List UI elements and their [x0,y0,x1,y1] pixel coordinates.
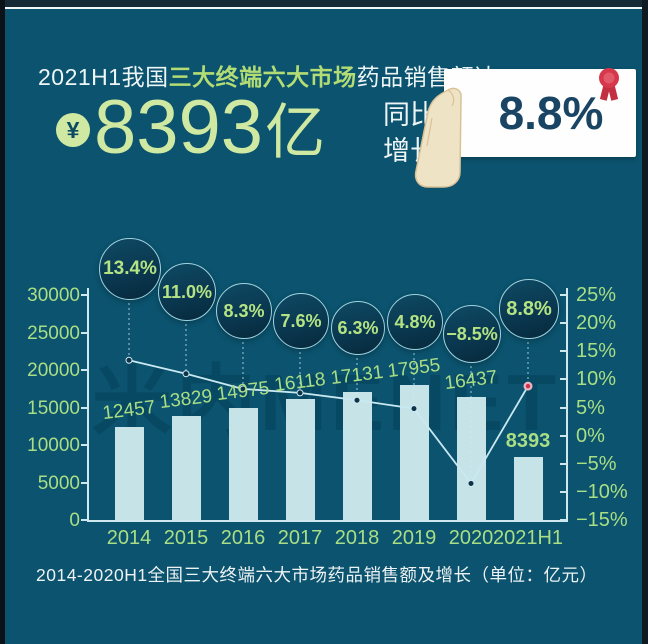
growth-bubble-2014: 13.4% [99,238,161,300]
growth-bubble-2016: 8.3% [216,283,272,339]
growth-bubble-2018: 6.3% [331,301,385,355]
bar-2021H1 [513,457,543,521]
left-axis-tick-label: 15000 [27,397,80,419]
hand-icon [414,87,462,188]
growth-value: 8.8% [498,87,604,139]
top-edge [0,0,648,7]
right-axis-tick-label: −5% [576,452,617,475]
left-axis-tick [81,331,87,334]
left-axis-tick [81,294,87,296]
right-axis-tick [560,434,566,437]
left-axis-tick-label: 0 [69,510,80,531]
left-axis-tick-label: 20000 [27,360,80,381]
bar-2016 [228,407,258,521]
line-marker [353,396,361,404]
x-axis-label-2016: 2016 [220,527,266,549]
left-axis-tick-label: 10000 [27,435,80,456]
right-axis-tick-label: 5% [576,396,605,419]
right-axis-tick-label: −15% [576,509,628,531]
total-amount: 8393 亿 [94,88,325,173]
right-axis-tick [560,519,566,521]
bar-2014 [114,426,144,521]
x-axis-label-2020: 2020 [448,527,494,549]
x-axis-label-2017: 2017 [277,527,323,549]
left-axis-tick [81,369,87,371]
bar-value-label-2021H1: 8393 [505,430,551,453]
right-axis-line [566,288,568,522]
right-axis-tick-label: 25% [576,284,617,306]
right-axis-tick [560,322,566,325]
line-marker-highlight-core [525,383,531,389]
right-axis-tick [560,490,566,493]
left-axis-tick-label: 25000 [27,322,80,344]
line-marker [410,405,418,413]
yuan-coin-icon: ¥ [56,113,90,147]
right-axis-tick [560,294,566,296]
left-axis-line [87,288,89,522]
line-marker [125,356,133,364]
left-axis-tick [81,481,87,484]
chart-caption: 2014-2020H1全国三大终端六大市场药品销售额及增长（单位：亿元） [36,565,598,585]
growth-bubble-2017: 7.6% [273,293,329,349]
right-axis-tick [560,378,566,381]
title-prefix: 2021H1我国 [38,64,169,90]
amount-unit: 亿 [265,99,326,166]
left-edge [0,0,5,644]
right-axis-tick-label: 0% [576,424,605,447]
bar-2017 [285,399,315,521]
line-marker [182,370,190,378]
bar-2018 [342,391,372,521]
right-edge [642,0,648,644]
growth-bubble-2015: 11.0% [158,263,216,321]
x-axis-label-2019: 2019 [391,527,437,549]
left-axis-tick-label: 30000 [27,285,80,306]
x-axis-label-2014: 2014 [106,527,152,549]
growth-bubble-2021H1: 8.8% [499,279,559,339]
right-axis-tick-label: 15% [576,340,617,363]
x-axis-label-2018: 2018 [334,527,380,549]
line-marker [467,479,475,487]
x-axis-label-2021H1: 2021H1 [492,527,564,549]
growth-bubble-2019: 4.8% [387,294,443,350]
left-axis-tick [81,406,87,409]
bar-2015 [171,416,201,521]
x-axis-label-2015: 2015 [163,527,209,549]
top-white-line [5,7,642,9]
title-highlight: 三大终端六大市场 [168,64,357,90]
left-axis-tick-label: 5000 [37,472,80,494]
amount-value: 8393 [94,85,264,170]
left-axis-tick [81,519,87,521]
right-axis-tick-label: −10% [576,480,628,503]
right-axis-tick-label: 20% [576,312,617,335]
growth-bubble-2020: −8.5% [443,305,501,363]
growth-line [128,359,529,486]
line-marker [239,385,247,393]
left-axis-tick [81,444,87,446]
right-axis-tick-label: 10% [576,368,617,391]
right-axis-tick [560,462,566,465]
bottom-axis-line [87,520,568,522]
right-axis-tick [560,406,566,409]
growth-value-card: 8.8% [444,69,636,157]
right-axis-tick [560,350,566,353]
award-ribbon-icon [599,68,619,101]
line-marker [296,389,304,397]
